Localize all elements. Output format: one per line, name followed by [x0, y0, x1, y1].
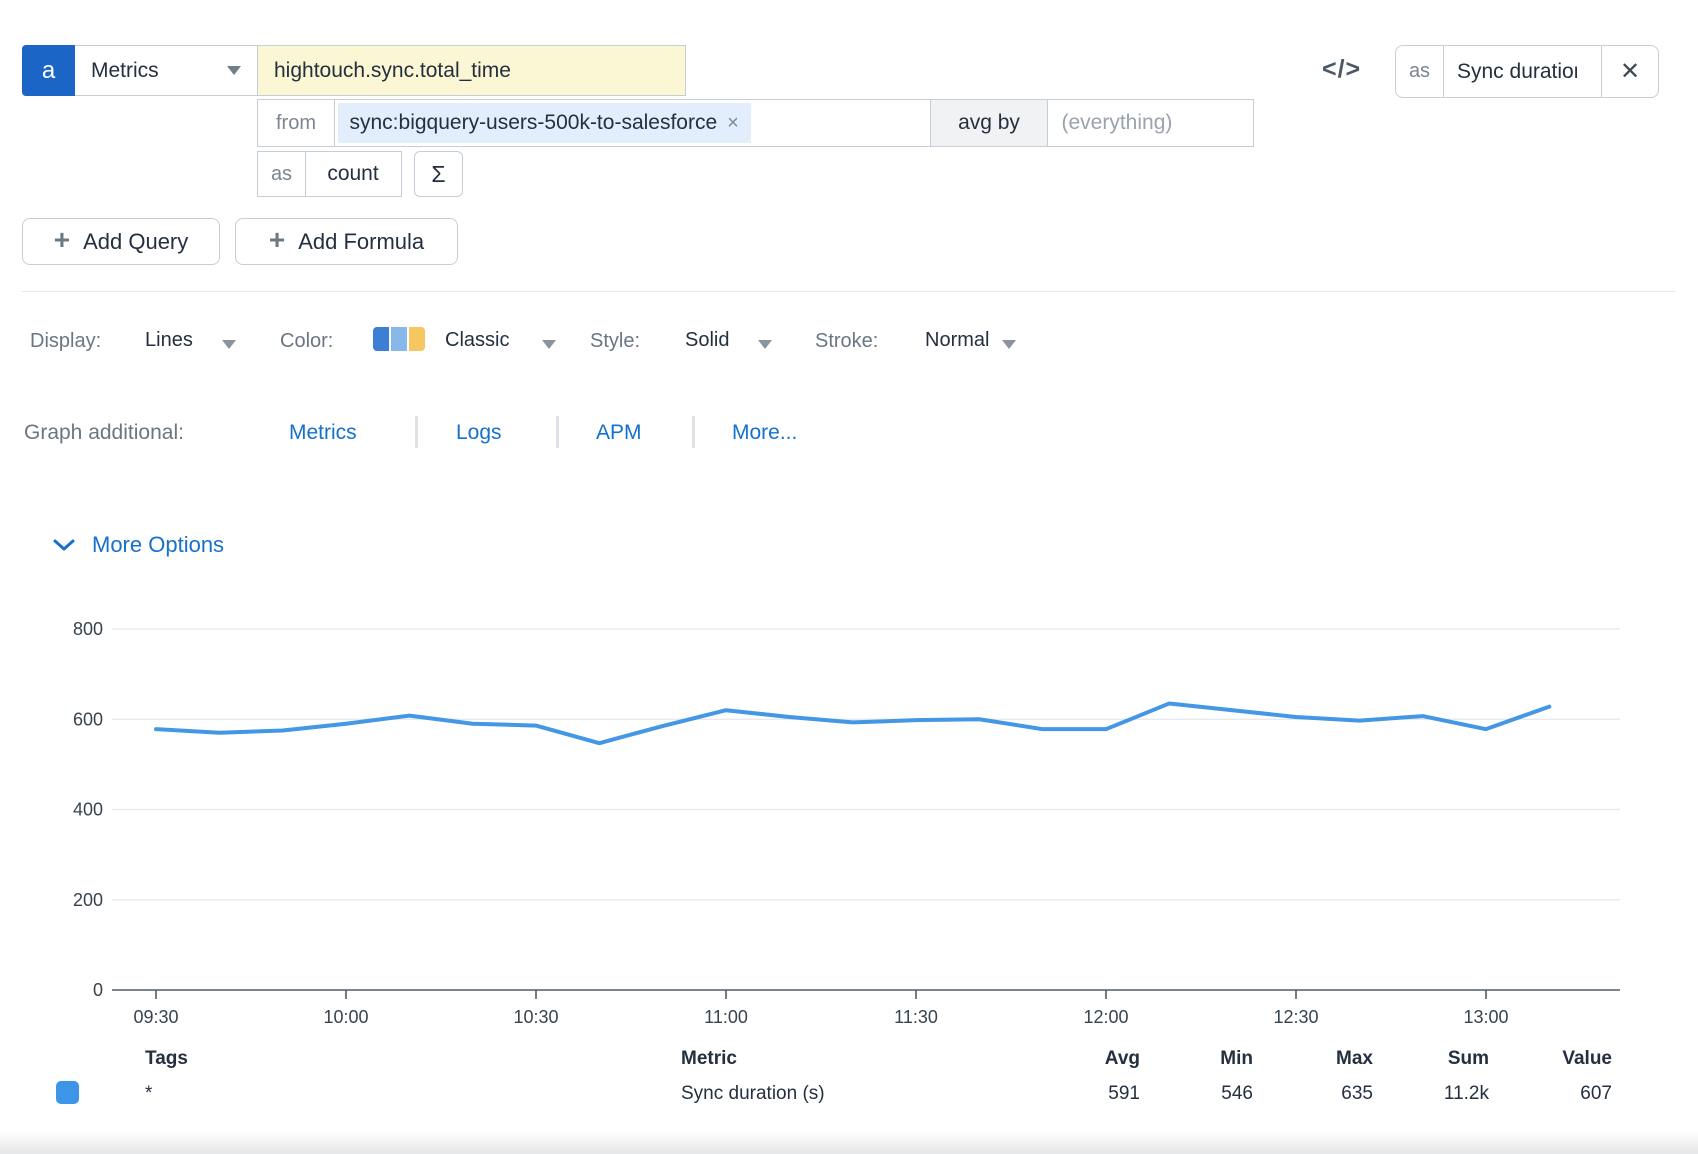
separator — [556, 416, 559, 448]
stroke-label: Stroke: — [815, 330, 878, 353]
chevron-down-icon — [52, 538, 76, 552]
close-icon[interactable]: ✕ — [1602, 46, 1658, 97]
display-type-select[interactable]: Lines — [145, 329, 193, 352]
separator — [415, 416, 418, 448]
chevron-down-icon[interactable] — [758, 340, 772, 349]
filter-tag-chip[interactable]: sync:bigquery-users-500k-to-salesforce × — [338, 103, 751, 143]
display-label: Display: — [30, 330, 101, 353]
series-color-swatch[interactable] — [56, 1081, 79, 1104]
alias-as-label: as — [1396, 46, 1444, 97]
count-aggregation-button[interactable]: count — [305, 151, 402, 197]
plus-icon: + — [269, 226, 285, 254]
x-axis-label: 11:30 — [894, 1007, 938, 1027]
plus-icon: + — [54, 226, 70, 254]
alias-input[interactable]: Sync duration — [1444, 46, 1602, 97]
as-label: as — [257, 151, 306, 197]
x-axis-label: 12:00 — [1083, 1007, 1128, 1027]
alias-value: Sync duration — [1457, 60, 1577, 84]
data-source-label: Metrics — [91, 59, 159, 83]
metric-query-editor: a Metrics hightouch.sync.total_time </> … — [0, 0, 1698, 1154]
bottom-fade — [0, 1130, 1698, 1154]
x-axis-label: 13:00 — [1463, 1007, 1508, 1027]
sigma-icon: Σ — [431, 161, 445, 188]
swatch-color-3 — [409, 327, 425, 351]
col-header-value: Value — [1462, 1048, 1612, 1070]
chevron-down-icon[interactable] — [542, 340, 556, 349]
y-axis-label: 0 — [93, 980, 103, 1000]
graph-additional-label: Graph additional: — [24, 421, 184, 445]
color-scheme-select[interactable]: Classic — [445, 329, 509, 352]
add-formula-button[interactable]: + Add Formula — [235, 218, 458, 265]
filter-tag-value: sync:bigquery-users-500k-to-salesforce — [350, 111, 718, 135]
y-axis-label: 200 — [73, 890, 103, 910]
swatch-color-1 — [373, 327, 389, 351]
chevron-down-icon[interactable] — [222, 340, 236, 349]
line-style-select[interactable]: Solid — [685, 329, 729, 352]
stroke-width-select[interactable]: Normal — [925, 329, 989, 352]
metric-line — [156, 703, 1549, 743]
code-view-icon[interactable]: </> — [1322, 55, 1361, 84]
series-value: 607 — [1462, 1083, 1612, 1105]
add-query-button[interactable]: + Add Query — [22, 218, 220, 265]
series-metric-name[interactable]: Sync duration (s) — [681, 1083, 825, 1105]
y-axis-label: 800 — [73, 619, 103, 639]
chevron-down-icon[interactable] — [1002, 340, 1016, 349]
metric-name-input[interactable]: hightouch.sync.total_time — [257, 45, 686, 96]
data-source-select[interactable]: Metrics — [74, 45, 258, 96]
graph-additional-apm-link[interactable]: APM — [596, 421, 642, 445]
space-aggregator-button[interactable]: avg by — [930, 99, 1048, 147]
graph-additional-more-link[interactable]: More... — [732, 421, 797, 445]
color-label: Color: — [280, 330, 333, 353]
group-by-input[interactable]: (everything) — [1047, 99, 1254, 147]
x-axis-label: 11:00 — [704, 1007, 748, 1027]
x-axis-label: 09:30 — [133, 1007, 178, 1027]
from-label: from — [257, 99, 335, 147]
timeseries-chart[interactable]: 0 200 400 600 800 09:30 10:00 10:30 11:00 11:30 12… — [0, 555, 1698, 1035]
x-axis-label: 10:00 — [323, 1007, 368, 1027]
series-tags[interactable]: * — [145, 1083, 152, 1105]
y-axis-label: 600 — [73, 709, 103, 729]
style-label: Style: — [590, 330, 640, 353]
filter-tag-field[interactable]: sync:bigquery-users-500k-to-salesforce × — [334, 99, 932, 147]
query-letter-badge: a — [22, 45, 75, 96]
separator — [692, 416, 695, 448]
remove-tag-icon[interactable]: × — [727, 112, 739, 135]
alias-group: as Sync duration ✕ — [1395, 45, 1659, 98]
col-header-tags: Tags — [145, 1048, 188, 1070]
color-palette-swatch[interactable] — [373, 327, 425, 351]
swatch-color-2 — [391, 327, 407, 351]
x-axis-label: 12:30 — [1273, 1007, 1318, 1027]
graph-additional-logs-link[interactable]: Logs — [456, 421, 502, 445]
x-axis-label: 10:30 — [513, 1007, 558, 1027]
col-header-metric: Metric — [681, 1048, 737, 1070]
metric-name-value: hightouch.sync.total_time — [274, 59, 511, 83]
section-divider — [22, 291, 1676, 292]
sigma-function-button[interactable]: Σ — [414, 151, 463, 197]
group-by-placeholder: (everything) — [1062, 111, 1173, 135]
graph-additional-metrics-link[interactable]: Metrics — [289, 421, 357, 445]
y-axis-label: 400 — [73, 800, 103, 820]
chevron-down-icon — [227, 66, 241, 75]
